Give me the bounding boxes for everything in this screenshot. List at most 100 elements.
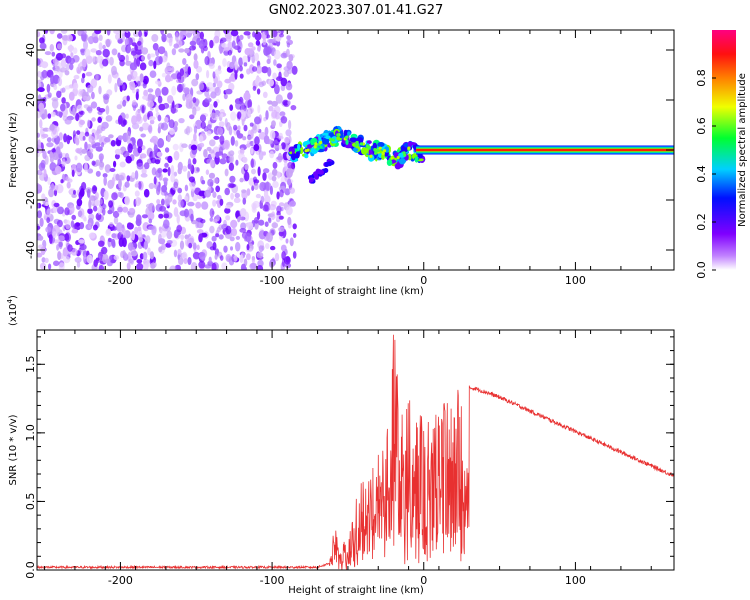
chart-title: GN02.2023.307.01.41.G27 xyxy=(269,3,444,18)
noise-blob xyxy=(257,166,261,177)
noise-blob xyxy=(247,221,254,231)
noise-blob xyxy=(102,44,106,50)
noise-blob xyxy=(195,119,202,130)
spectrogram-xlabel: Height of straight line (km) xyxy=(288,286,424,297)
noise-blob xyxy=(84,162,88,173)
noise-blob xyxy=(189,114,195,120)
noise-blob xyxy=(129,81,136,91)
noise-blob xyxy=(176,225,183,233)
noise-blob xyxy=(81,58,87,68)
noise-blob xyxy=(263,168,270,174)
noise-blob xyxy=(148,218,153,224)
noise-blob xyxy=(212,199,217,207)
snr-ylabel: SNR (10 * v/v) xyxy=(8,414,19,485)
noise-blob xyxy=(105,105,110,115)
noise-blob xyxy=(195,73,200,81)
noise-blob xyxy=(257,46,261,52)
noise-blob xyxy=(124,30,131,39)
signal-highlight xyxy=(381,151,385,155)
noise-blob xyxy=(149,116,156,121)
noise-blob xyxy=(60,103,66,112)
noise-blob xyxy=(193,133,197,142)
noise-blob xyxy=(71,229,79,234)
noise-blob xyxy=(141,47,149,55)
snr-plot xyxy=(37,334,674,570)
noise-blob xyxy=(224,187,230,196)
noise-blob xyxy=(200,121,206,129)
noise-blob xyxy=(124,181,130,188)
noise-blob xyxy=(76,261,81,268)
noise-blob xyxy=(58,241,63,248)
noise-blob xyxy=(98,160,104,171)
noise-blob xyxy=(44,108,48,119)
noise-blob xyxy=(270,245,276,251)
noise-blob xyxy=(65,219,71,230)
noise-blob xyxy=(73,190,76,195)
noise-blob xyxy=(143,188,150,198)
noise-blob xyxy=(48,263,52,270)
noise-blob xyxy=(214,86,221,96)
noise-blob xyxy=(257,104,261,114)
noise-blob xyxy=(181,143,188,148)
noise-blob xyxy=(260,195,265,203)
colorbar-tick-label: 0.8 xyxy=(695,69,708,87)
noise-blob xyxy=(199,114,207,122)
noise-blob xyxy=(259,181,266,192)
noise-blob xyxy=(44,257,49,264)
noise-blob xyxy=(162,168,168,173)
noise-blob xyxy=(136,259,143,264)
noise-blob xyxy=(278,230,284,237)
x-tick-label: 0 xyxy=(420,574,427,587)
noise-blob xyxy=(267,217,272,222)
noise-blob xyxy=(271,109,278,119)
noise-blob xyxy=(272,181,279,188)
noise-blob xyxy=(68,91,75,101)
noise-blob xyxy=(65,235,70,241)
noise-blob xyxy=(74,155,78,161)
noise-blob xyxy=(276,205,282,214)
noise-blob xyxy=(219,158,227,165)
noise-blob xyxy=(273,137,280,146)
noise-blob xyxy=(282,99,289,106)
noise-blob xyxy=(180,234,185,241)
noise-blob xyxy=(143,89,149,97)
noise-blob xyxy=(286,42,291,48)
signal-highlight xyxy=(314,142,318,146)
noise-blob xyxy=(79,222,85,230)
noise-blob xyxy=(288,119,292,130)
noise-blob xyxy=(87,119,91,128)
noise-blob xyxy=(92,186,98,192)
noise-blob xyxy=(104,164,111,173)
y-tick-label: 0 xyxy=(24,147,37,154)
signal-blob xyxy=(322,132,329,136)
noise-blob xyxy=(230,246,233,251)
noise-blob xyxy=(95,50,102,56)
noise-blob xyxy=(235,159,239,166)
noise-blob xyxy=(57,251,62,261)
noise-blob xyxy=(258,150,264,161)
noise-blob xyxy=(39,217,44,227)
noise-blob xyxy=(241,189,247,194)
noise-blob xyxy=(264,181,272,191)
noise-blob xyxy=(191,78,199,87)
noise-blob xyxy=(251,168,256,175)
noise-blob xyxy=(223,93,228,100)
noise-blob xyxy=(161,185,168,193)
noise-blob xyxy=(49,44,54,52)
noise-blob xyxy=(37,152,40,158)
noise-blob xyxy=(91,91,95,100)
noise-blob xyxy=(131,172,135,179)
signal-blob xyxy=(417,153,423,159)
noise-blob xyxy=(209,217,214,222)
noise-blob xyxy=(274,84,280,95)
noise-blob xyxy=(229,61,235,70)
noise-blob xyxy=(88,232,96,239)
noise-blob xyxy=(192,158,197,165)
noise-blob xyxy=(62,256,71,264)
noise-blob xyxy=(284,262,292,269)
noise-blob xyxy=(178,48,185,53)
noise-blob xyxy=(192,194,198,202)
noise-blob xyxy=(166,33,173,39)
snr-panel: -200 -100 0 100 0.0 0.5 1.0 1.5 Height of strai… xyxy=(6,295,675,596)
signal-blob xyxy=(291,147,295,155)
